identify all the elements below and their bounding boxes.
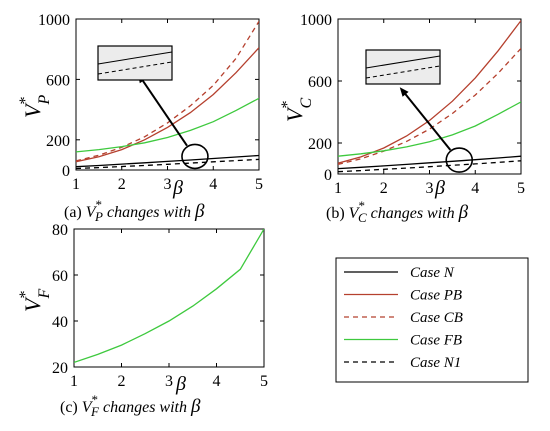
y-axis-label: V* C [279,98,315,122]
y-axis-label: V* F [17,289,53,312]
x-tick-label: 1 [70,373,78,390]
x-axis-label: β [175,373,186,395]
inset-solid-line [365,55,441,69]
panel-caption: (b) V* C changes with β [326,198,469,225]
x-tick-label: 1 [72,176,80,193]
x-tick-label: 2 [118,373,126,390]
y-tick-label: 200 [308,136,332,153]
y-axis-label: V* P [17,95,53,118]
series-line-case-N [76,154,259,168]
zoom-arrow [141,79,188,147]
legend: Case N Case PB Case CB Case FB Case N1 [335,257,529,383]
plot-frame [73,228,265,368]
zoom-circle [181,143,209,170]
x-tick-label: 4 [213,373,221,390]
x-tick-label: 3 [165,373,173,390]
x-tick-label: 5 [517,180,525,197]
x-tick-label: 5 [260,373,268,390]
y-tick-label: 60 [52,268,68,285]
y-tick-label: 80 [52,222,68,239]
zoom-arrowhead [399,87,409,97]
legend-box [335,257,529,383]
panel-caption: (a) V* P changes with β [64,197,205,224]
inset-dashed-line [97,61,173,75]
series-line-case-FB [338,101,521,157]
series-line-case-N1 [76,158,259,170]
x-tick-label: 2 [380,180,388,197]
series-line-case-N [338,155,521,170]
x-tick-label: 3 [426,180,434,197]
series-line-case-FB [74,229,264,364]
chart-panel-c: 1 2 3 4 5 20 40 60 80 β V* F (c) V* F changes with β [17,222,268,419]
inset-solid-line [97,51,173,65]
zoom-inset [365,49,441,85]
y-tick-label: 40 [52,314,68,331]
inset-dashed-line [365,65,441,79]
y-tick-label: 20 [52,360,68,377]
zoom-arrow [404,92,452,151]
plot-frame [337,18,522,175]
zoom-inset [97,45,173,81]
plot-frame [75,18,260,171]
series-line-case-CB [76,20,259,162]
zoom-circle [445,147,474,173]
x-tick-label: 4 [209,176,217,193]
series-line-case-FB [76,97,259,153]
x-tick-label: 5 [255,176,263,193]
x-tick-label: 1 [334,180,342,197]
legend-label: Case FB [410,333,462,349]
series-line-case-PB [76,47,259,163]
x-axis-label: β [434,177,445,199]
chart-panel-b: 1 2 3 4 5 0 200 600 1000 β V* C (b) V* C changes with… [279,12,525,225]
y-tick-label: 0 [324,167,332,184]
y-tick-label: 600 [308,74,332,91]
y-tick-label: 200 [46,133,70,150]
series-line-case-CB [338,47,521,166]
panel-caption: (c) V* F changes with β [60,392,201,419]
y-tick-label: 1000 [38,12,70,29]
legend-label: Case N1 [410,355,461,371]
chart-panel-a: 1 2 3 4 5 0 200 600 1000 β V* P (a) V* P changes with… [17,12,263,224]
x-tick-label: 4 [471,180,479,197]
legend-label: Case CB [410,310,463,326]
series-line-case-N1 [338,160,521,173]
y-tick-label: 0 [62,163,70,180]
y-tick-label: 600 [46,72,70,89]
x-tick-label: 2 [118,176,126,193]
x-tick-label: 3 [164,176,172,193]
y-tick-label: 1000 [300,12,332,29]
legend-label: Case PB [410,288,462,304]
legend-label: Case N [410,265,455,281]
series-line-case-PB [338,20,521,164]
x-axis-label: β [172,177,183,199]
